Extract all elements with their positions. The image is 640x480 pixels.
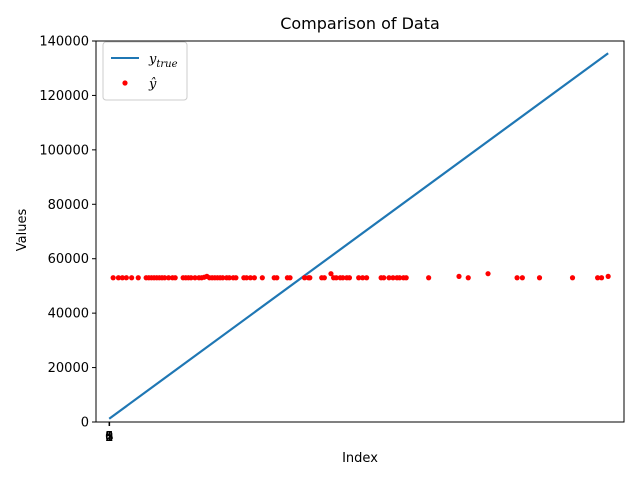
x-tick-label: 5 [105,430,113,445]
data-point-y_hat [360,275,366,281]
data-point-y_hat [390,275,396,281]
data-point-y_hat [251,275,257,281]
data-point-y_hat [259,275,265,281]
data-point-y_hat [119,275,125,281]
data-point-y_hat [485,271,491,277]
data-point-y_hat [162,275,168,281]
data-point-y_hat [514,275,520,281]
data-point-y_hat [123,275,129,281]
data-point-y_hat [356,275,362,281]
data-point-y_hat [172,275,178,281]
y-tick-label: 0 [81,416,89,431]
plot-area [108,52,611,420]
data-point-y_hat [274,275,280,281]
y-tick-label: 80000 [48,198,89,213]
legend: ytrue ŷ [102,41,188,101]
data-point-y_hat [115,275,122,281]
data-point-y_hat [333,275,339,281]
y-tick-label: 140000 [39,35,89,50]
axes-frame [95,40,625,423]
data-point-y_hat [287,275,293,281]
data-point-y_hat [110,275,116,281]
axes: 0 20000 40000 60000 80000 100000 120000 140000 0… [39,35,625,445]
data-point-y_hat [307,275,313,281]
data-point-y_hat [340,275,346,281]
legend-label-y-hat: ŷ [148,77,157,92]
data-point-y_hat [328,271,334,277]
data-point-y_hat [465,275,471,281]
data-point-y_hat [605,273,611,279]
data-point-y_hat [226,275,232,281]
x-tick-label: 4 [105,430,113,445]
y-tick-label: 100000 [39,143,89,158]
data-point-y_hat [569,275,576,281]
x-tick-label: 2 [105,430,113,445]
y-tick-label: 20000 [48,361,89,376]
legend-marker-swatch [122,80,128,86]
data-point-y_hat [247,275,254,281]
data-point-y_hat [220,275,226,281]
data-point-y_hat [381,275,387,281]
y-tick-label: 120000 [39,89,89,104]
data-point-y_hat [386,275,392,281]
y-tick-label: 60000 [48,252,89,267]
x-tick-label: 1 [105,430,113,445]
data-point-y_hat [129,275,135,281]
legend-box [102,41,188,101]
x-tick-label: 3 [105,430,113,445]
data-point-y_hat [301,275,308,281]
data-point-y_hat [426,275,432,281]
data-point-y_hat [456,273,462,279]
data-point-y_hat [598,275,605,281]
y-axis-label: Values [15,209,30,252]
x-axis-label: Index [342,451,378,466]
data-point-y_hat [166,275,172,281]
y-tick-label: 40000 [48,307,89,322]
data-point-y_hat [403,275,409,281]
data-point-y_hat [233,275,239,281]
data-point-y_hat [346,275,353,281]
chart-title: Comparison of Data [280,14,440,33]
data-point-y_hat [364,275,370,281]
data-point-y_hat [192,275,198,281]
data-point-y_hat [188,275,194,281]
series-line-y_true [108,52,609,420]
x-tick-label: 0 [105,430,113,445]
data-point-y_hat [536,275,543,281]
legend-label-y-true: ytrue [148,52,178,70]
data-point-y_hat [243,275,250,281]
data-point-y_hat [595,275,601,281]
data-point-y_hat [135,275,141,281]
data-point-y_hat [519,275,525,281]
data-point-y_hat [321,275,327,281]
data-point-y_hat [397,275,403,281]
